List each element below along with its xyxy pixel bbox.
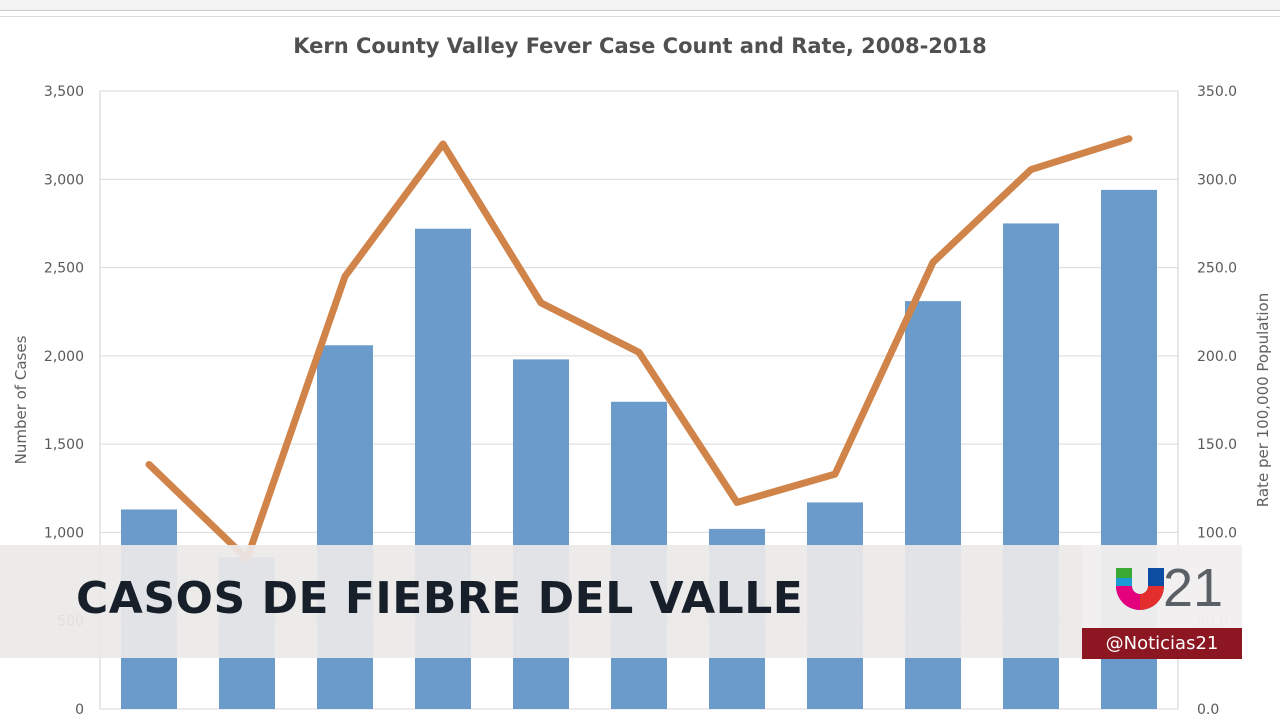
channel-number: 21: [1163, 558, 1224, 618]
divider: [0, 16, 1280, 17]
y-tick-label: 1,500: [44, 437, 84, 453]
lower-third-banner: [0, 545, 1242, 658]
y-tick-label: 1,000: [44, 525, 84, 541]
y2-tick-label: 300.0: [1197, 172, 1237, 188]
y-tick-label: 3,000: [44, 172, 84, 188]
y2-tick-label: 350.0: [1197, 84, 1237, 100]
channel-logo: [1082, 545, 1242, 628]
y-tick-label: 2,500: [44, 261, 84, 277]
univision-logo-icon: [1116, 568, 1164, 610]
y-tick-label: 2,000: [44, 349, 84, 365]
y-tick-label: 0: [75, 702, 84, 718]
y2-tick-label: 100.0: [1197, 525, 1237, 541]
headline: CASOS DE FIEBRE DEL VALLE: [76, 573, 804, 624]
y2-tick-label: 150.0: [1197, 437, 1237, 453]
browser-top-strip: [0, 0, 1280, 11]
y2-tick-label: 0.0: [1197, 702, 1219, 718]
y-tick-label: 3,500: [44, 84, 84, 100]
y2-tick-label: 250.0: [1197, 261, 1237, 277]
chart-title: Kern County Valley Fever Case Count and …: [293, 34, 987, 58]
social-handle: @Noticias21: [1082, 628, 1242, 659]
y2-tick-label: 200.0: [1197, 349, 1237, 365]
y2-axis-label: Rate per 100,000 Population: [1254, 293, 1272, 507]
y-axis-label: Number of Cases: [12, 335, 30, 464]
